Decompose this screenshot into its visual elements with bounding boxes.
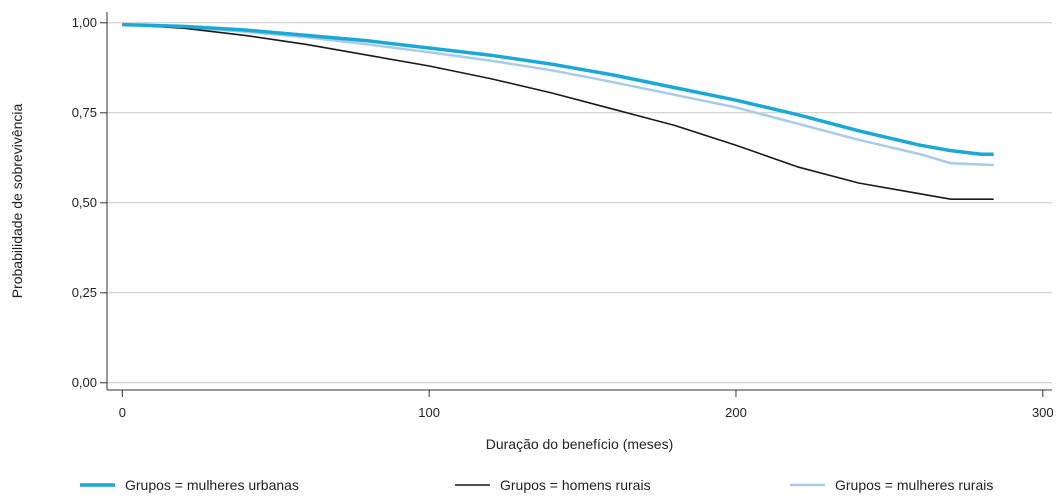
y-tick-label: 0,50 — [72, 195, 97, 210]
series-lines — [122, 22, 994, 200]
y-tick-label: 0,00 — [72, 375, 97, 390]
x-tick-label: 200 — [725, 405, 747, 420]
y-tick-label: 0,25 — [72, 285, 97, 300]
legend-label: Grupos = homens rurais — [500, 477, 651, 493]
series-line-1 — [122, 23, 994, 200]
x-tick-label: 0 — [119, 405, 126, 420]
x-axis-title: Duração do benefício (meses) — [486, 436, 674, 452]
y-tick-label: 0,75 — [72, 105, 97, 120]
legend: Grupos = mulheres urbanas Grupos = homens… — [80, 477, 993, 493]
y-tick-label: 1,00 — [72, 15, 97, 30]
y-axis-title: Probabilidade de sobrevivência — [9, 104, 25, 299]
gridlines — [107, 22, 1052, 384]
axes: 0,00 0,25 0,50 0,75 1,00 0 100 200 300 — [72, 12, 1054, 420]
x-tick-label: 100 — [418, 405, 440, 420]
legend-label: Grupos = mulheres rurais — [835, 477, 993, 493]
series-line-2 — [122, 23, 994, 167]
x-tick-label: 300 — [1032, 405, 1054, 420]
series-line-0 — [122, 22, 994, 156]
legend-label: Grupos = mulheres urbanas — [125, 477, 299, 493]
